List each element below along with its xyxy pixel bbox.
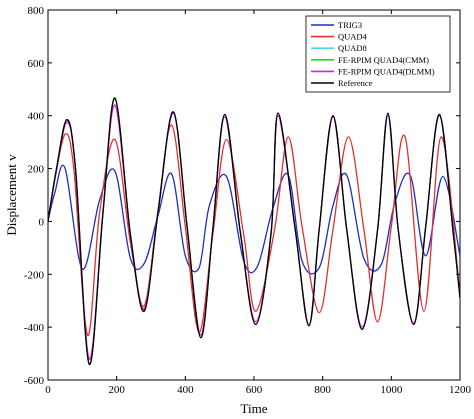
x-tick-label: 1000 xyxy=(380,384,403,396)
y-tick-label: 800 xyxy=(28,5,45,17)
y-tick-label: -400 xyxy=(24,322,45,334)
y-axis: -600 -400 -200 0 200 400 600 800 xyxy=(24,5,460,387)
y-tick-label: -200 xyxy=(24,269,45,281)
legend-label-quad4: QUAD4 xyxy=(338,32,368,42)
x-tick-label: 400 xyxy=(177,384,194,396)
x-axis: 0 200 400 600 800 1000 1200 xyxy=(45,10,472,396)
legend-label-reference: Reference xyxy=(338,78,373,88)
y-tick-label: -600 xyxy=(24,375,45,387)
legend-label-fe-rpim-quad4-dlmm: FE-RPIM QUAD4(DLMM) xyxy=(338,66,435,76)
legend-label-fe-rpim-quad4-cmm: FE-RPIM QUAD4(CMM) xyxy=(338,55,429,65)
x-tick-label: 600 xyxy=(246,384,263,396)
legend-label-trig3: TRIG3 xyxy=(338,20,362,30)
y-tick-label: 600 xyxy=(28,58,45,70)
x-axis-title: Time xyxy=(241,401,268,416)
x-tick-label: 800 xyxy=(314,384,331,396)
x-tick-label: 200 xyxy=(108,384,125,396)
series-line-quad4 xyxy=(48,124,460,336)
y-axis-title: Displacement v xyxy=(4,154,19,236)
y-tick-label: 400 xyxy=(28,111,45,123)
series-layer xyxy=(48,97,460,365)
y-tick-label: 200 xyxy=(28,164,45,176)
legend-box xyxy=(305,15,451,93)
legend-label-quad8: QUAD8 xyxy=(338,43,367,53)
x-tick-label: 1200 xyxy=(449,384,472,396)
series-line-reference xyxy=(48,97,460,365)
y-tick-label: 0 xyxy=(39,216,45,228)
x-tick-label: 0 xyxy=(45,384,51,396)
